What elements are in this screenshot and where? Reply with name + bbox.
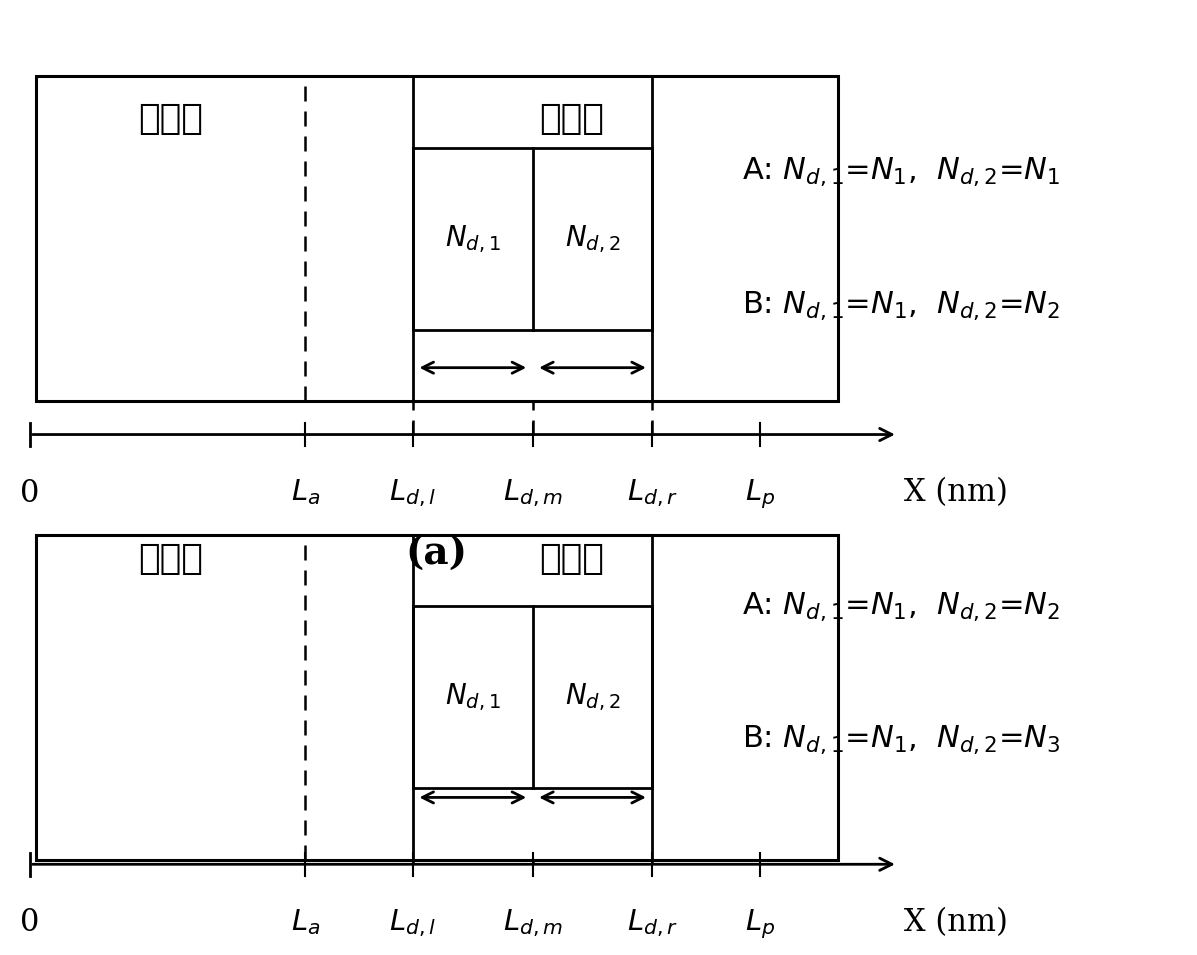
Text: $N_{d,1}$: $N_{d,1}$ (445, 223, 500, 255)
Text: 0: 0 (20, 478, 40, 508)
Text: $L_p$: $L_p$ (745, 907, 776, 941)
Text: $L_p$: $L_p$ (745, 478, 776, 511)
Text: (a): (a) (406, 535, 468, 573)
Bar (36, 76, 838, 401)
Text: A: $N_{d,1}$=$N_1$,  $N_{d,2}$=$N_1$: A: $N_{d,1}$=$N_1$, $N_{d,2}$=$N_1$ (742, 156, 1061, 188)
Text: 有源区: 有源区 (138, 541, 203, 576)
Text: $L_a$: $L_a$ (291, 478, 320, 507)
Bar (36, 535, 838, 860)
Text: 0: 0 (20, 907, 40, 938)
Text: $L_{d,l}$: $L_{d,l}$ (389, 478, 437, 509)
Text: A: $N_{d,1}$=$N_1$,  $N_{d,2}$=$N_2$: A: $N_{d,1}$=$N_1$, $N_{d,2}$=$N_2$ (742, 590, 1061, 623)
Text: $L_{d,r}$: $L_{d,r}$ (627, 478, 678, 509)
Text: $N_{d,1}$: $N_{d,1}$ (445, 681, 500, 713)
Text: X (nm): X (nm) (904, 478, 1008, 508)
Text: $N_{d,2}$: $N_{d,2}$ (565, 223, 620, 255)
Text: 注入区: 注入区 (539, 541, 604, 576)
Text: B: $N_{d,1}$=$N_1$,  $N_{d,2}$=$N_3$: B: $N_{d,1}$=$N_1$, $N_{d,2}$=$N_3$ (742, 724, 1061, 756)
Bar (413, 606, 652, 788)
Text: X (nm): X (nm) (904, 907, 1008, 938)
Text: $L_{d,l}$: $L_{d,l}$ (389, 907, 437, 939)
Text: 有源区: 有源区 (138, 102, 203, 137)
Text: B: $N_{d,1}$=$N_1$,  $N_{d,2}$=$N_2$: B: $N_{d,1}$=$N_1$, $N_{d,2}$=$N_2$ (742, 289, 1061, 322)
Text: $N_{d,2}$: $N_{d,2}$ (565, 681, 620, 713)
Bar (413, 148, 652, 329)
Text: $L_{d,r}$: $L_{d,r}$ (627, 907, 678, 939)
Text: $L_{d,m}$: $L_{d,m}$ (503, 478, 563, 509)
Text: $L_{d,m}$: $L_{d,m}$ (503, 907, 563, 939)
Text: $L_a$: $L_a$ (291, 907, 320, 937)
Text: 注入区: 注入区 (539, 102, 604, 137)
